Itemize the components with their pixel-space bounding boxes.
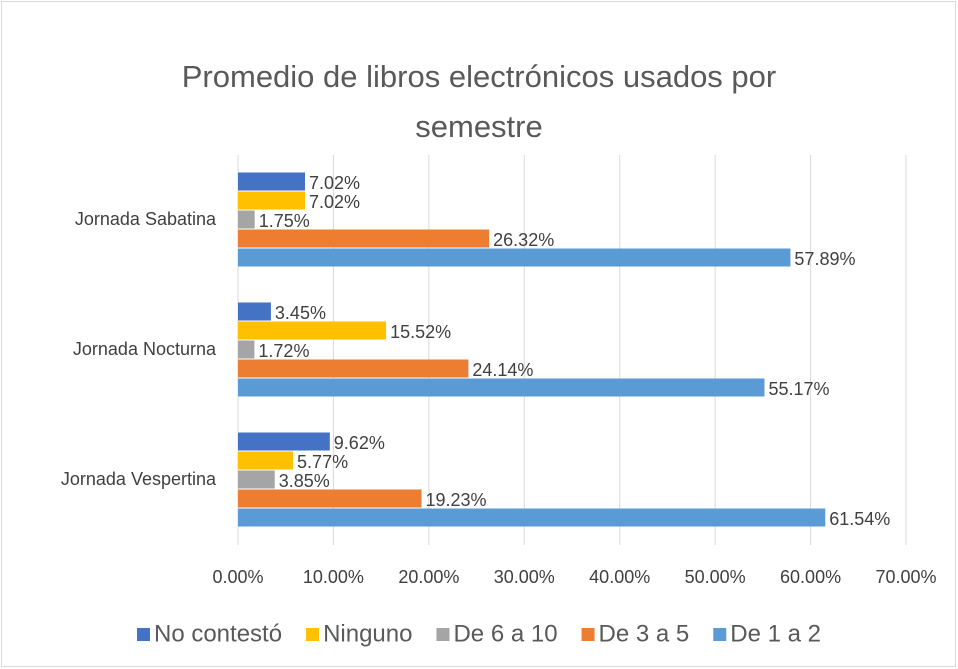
- x-tick-label: 60.00%: [780, 567, 841, 587]
- bar: [238, 432, 330, 451]
- x-tick-label: 30.00%: [494, 567, 555, 587]
- legend-swatch: [713, 628, 727, 641]
- x-tick-label: 40.00%: [589, 567, 650, 587]
- legend-label: De 1 a 2: [730, 620, 821, 647]
- bar: [238, 302, 271, 321]
- bar: [238, 489, 422, 508]
- data-label: 15.52%: [390, 322, 451, 342]
- legend-swatch: [136, 628, 150, 641]
- bar: [238, 321, 387, 340]
- data-label: 9.62%: [334, 433, 385, 453]
- legend-label: De 3 a 5: [599, 620, 690, 647]
- x-tick-label: 10.00%: [303, 567, 364, 587]
- data-label: 5.77%: [297, 452, 348, 472]
- y-tick-label: Jornada Sabatina: [75, 209, 217, 229]
- x-tick-label: 0.00%: [212, 567, 263, 587]
- data-label: 7.02%: [309, 173, 360, 193]
- data-label: 1.72%: [258, 341, 309, 361]
- data-label: 3.45%: [275, 303, 326, 323]
- y-tick-label: Jornada Nocturna: [73, 339, 217, 359]
- legend-label: No contestó: [154, 620, 282, 647]
- bar: [238, 191, 305, 210]
- bar: [238, 359, 469, 378]
- data-label: 26.32%: [493, 230, 554, 250]
- data-label: 19.23%: [426, 490, 487, 510]
- bar: [238, 172, 305, 191]
- y-tick-label: Jornada Vespertina: [61, 469, 217, 489]
- chart-title: Promedio de libros electrónicos usados p…: [181, 59, 777, 144]
- x-tick-label: 20.00%: [398, 567, 459, 587]
- legend-label: De 6 a 10: [453, 620, 557, 647]
- data-label: 1.75%: [259, 211, 310, 231]
- bar: [238, 470, 275, 489]
- data-label: 57.89%: [794, 249, 855, 269]
- x-tick-label: 70.00%: [875, 567, 936, 587]
- legend-swatch: [581, 628, 595, 641]
- legend-label: Ninguno: [323, 620, 412, 647]
- data-label: 61.54%: [829, 509, 890, 529]
- legend-swatch: [436, 628, 450, 641]
- data-label: 7.02%: [309, 192, 360, 212]
- data-label: 24.14%: [472, 360, 533, 380]
- bar: [238, 229, 490, 248]
- data-label: 3.85%: [279, 471, 330, 491]
- bar: [238, 340, 255, 359]
- bar: [238, 210, 255, 229]
- bar: [238, 451, 294, 470]
- data-label: 55.17%: [768, 379, 829, 399]
- bar: [238, 508, 826, 527]
- bar: [238, 378, 765, 397]
- bar: [238, 248, 791, 267]
- x-tick-label: 50.00%: [685, 567, 746, 587]
- legend-swatch: [306, 628, 320, 641]
